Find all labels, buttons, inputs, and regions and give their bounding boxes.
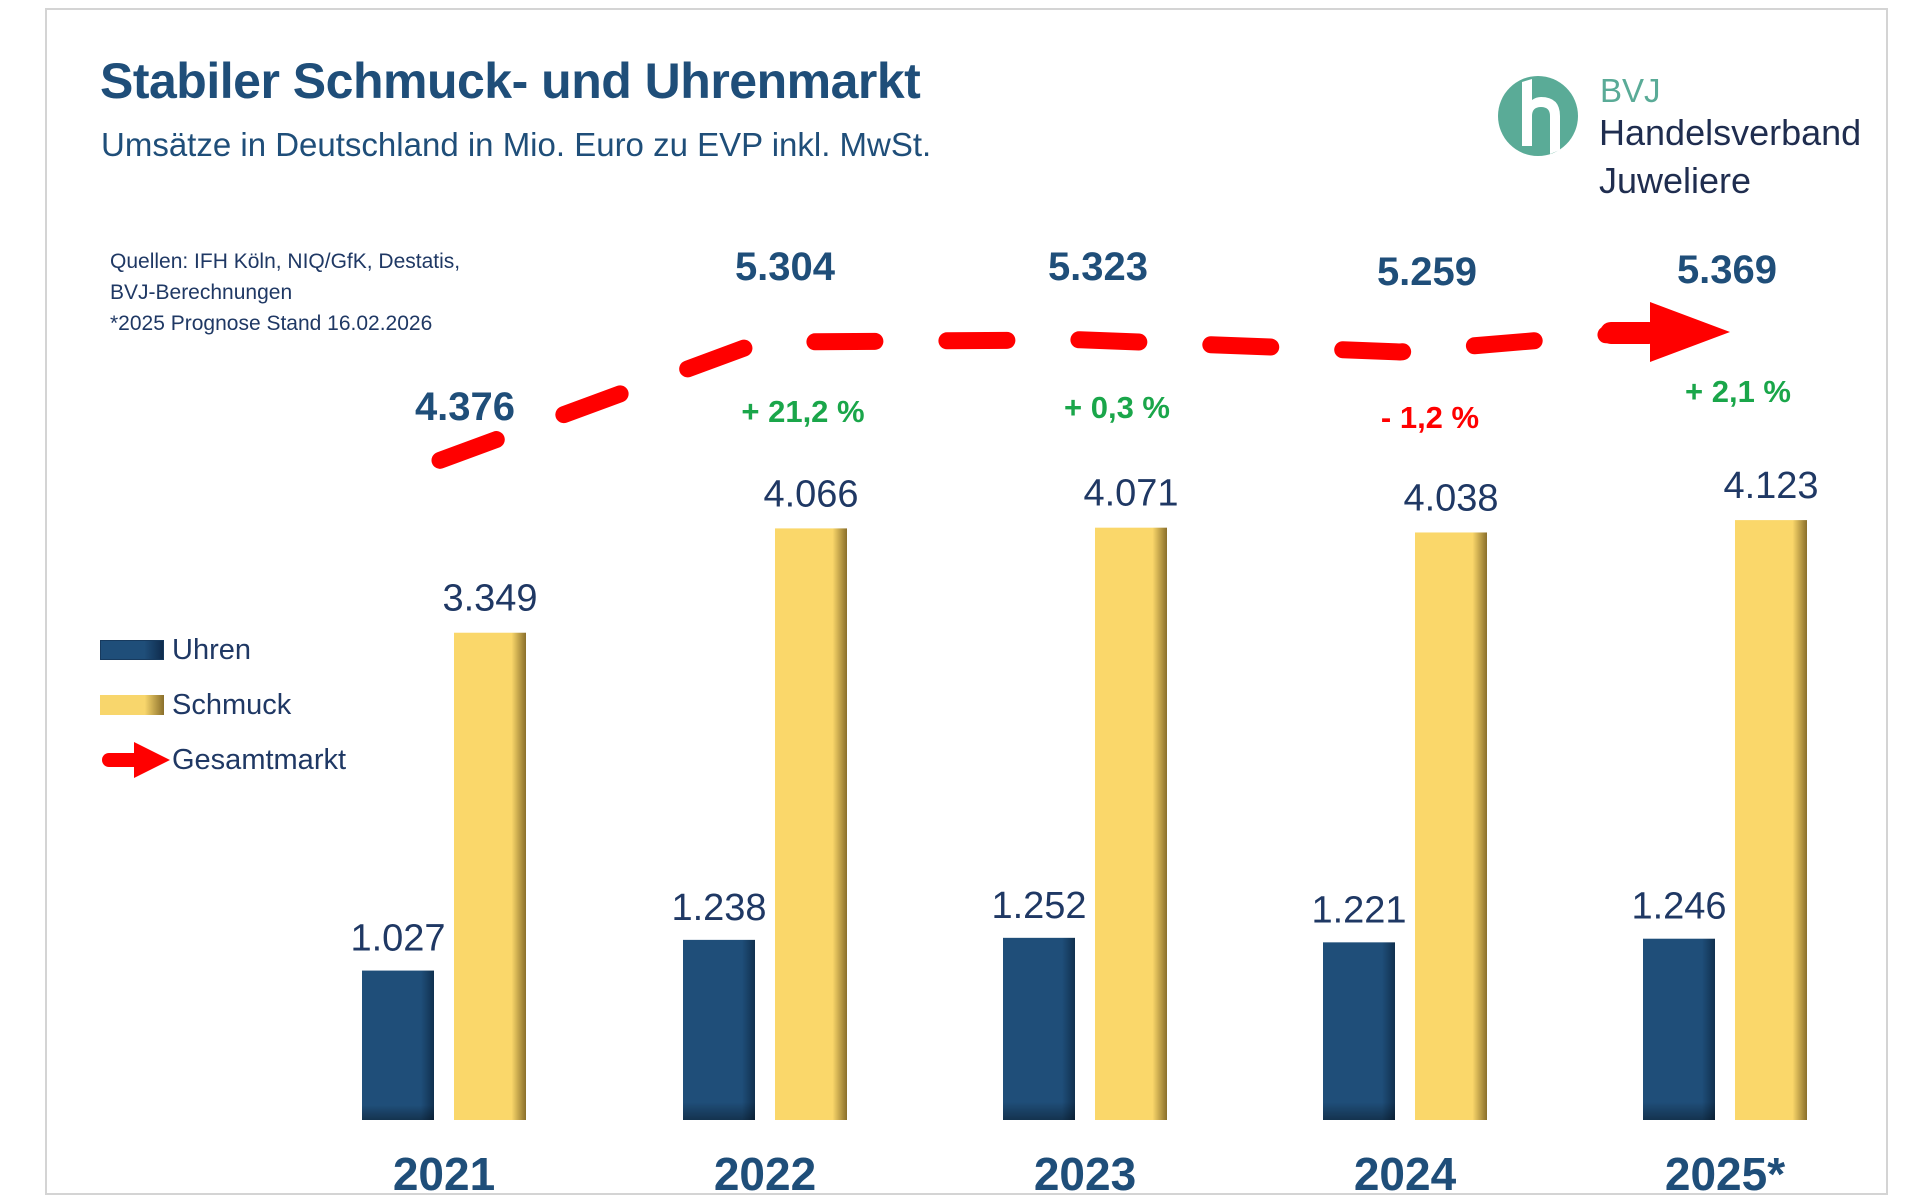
bar-schmuck <box>775 528 847 1120</box>
chart-subtitle: Umsätze in Deutschland in Mio. Euro zu E… <box>101 126 932 163</box>
total-value-label: 4.376 <box>415 385 515 429</box>
bar-swatch-uhren-icon <box>100 640 164 660</box>
legend-item-uhren: Uhren <box>100 630 251 670</box>
bar-schmuck <box>1095 527 1167 1120</box>
legend-label: Schmuck <box>172 688 292 721</box>
growth-percent-label: + 21,2 % <box>741 394 864 429</box>
data-label-schmuck: 3.349 <box>442 578 537 620</box>
x-tick-label: 2022 <box>714 1148 816 1200</box>
bar-schmuck <box>1415 532 1487 1120</box>
legend-item-schmuck: Schmuck <box>100 685 291 725</box>
bar-schmuck <box>1735 520 1807 1120</box>
legend-label: Gesamtmarkt <box>172 743 347 776</box>
data-label-schmuck: 4.123 <box>1723 465 1818 507</box>
data-label-schmuck: 4.071 <box>1083 473 1178 515</box>
x-tick-label: 2024 <box>1354 1148 1457 1200</box>
x-tick-label: 2021 <box>393 1148 495 1200</box>
chart-title: Stabiler Schmuck- und Uhrenmarkt <box>100 53 921 109</box>
x-tick-label: 2025* <box>1665 1148 1785 1200</box>
bar-schmuck <box>454 632 526 1120</box>
logo-abbr: BVJ <box>1600 72 1661 109</box>
total-arrow-head <box>1650 301 1730 362</box>
legend-label: Uhren <box>172 633 251 666</box>
total-arrow-shaft <box>1600 321 1660 344</box>
data-label-uhren: 1.221 <box>1311 889 1406 931</box>
data-label-uhren: 1.246 <box>1631 886 1726 928</box>
bar-uhren-shade <box>683 939 755 1120</box>
legend-item-gesamtmarkt: Gesamtmarkt <box>100 740 346 780</box>
growth-percent-label: + 0,3 % <box>1064 390 1170 425</box>
data-label-uhren: 1.027 <box>350 918 445 960</box>
bar-uhren-shade <box>1643 938 1715 1120</box>
total-value-label: 5.369 <box>1677 248 1777 292</box>
logo-name-line2: Juweliere <box>1599 160 1752 201</box>
bvj-logo: BVJ Handelsverband Juweliere <box>1498 68 1878 208</box>
chart-frame <box>45 8 1888 1195</box>
data-label-uhren: 1.252 <box>991 885 1086 927</box>
bar-uhren-shade <box>362 970 434 1120</box>
bar-swatch-schmuck-icon <box>100 695 164 715</box>
forecast-note: *2025 Prognose Stand 16.02.2026 <box>110 312 433 335</box>
logo-name-line1: Handelsverband <box>1599 112 1862 153</box>
sources-line: BVJ-Berechnungen <box>110 281 293 304</box>
growth-percent-label: - 1,2 % <box>1381 400 1479 435</box>
total-value-label: 5.304 <box>735 245 836 289</box>
red-arrow-icon <box>102 742 170 778</box>
sources-line: Quellen: IFH Köln, NIQ/GfK, Destatis, <box>110 250 461 273</box>
sources-note: Quellen: IFH Köln, NIQ/GfK, Destatis, BV… <box>110 246 460 339</box>
data-label-schmuck: 4.038 <box>1403 477 1498 519</box>
bvj-h-logo-icon <box>1498 76 1578 156</box>
x-tick-label: 2023 <box>1034 1148 1136 1200</box>
total-trend-line <box>431 323 1649 469</box>
total-value-label: 5.259 <box>1377 250 1477 294</box>
growth-percent-label: + 2,1 % <box>1685 374 1791 409</box>
total-value-label: 5.323 <box>1048 245 1148 289</box>
data-label-uhren: 1.238 <box>671 887 766 929</box>
bar-uhren-shade <box>1003 937 1075 1120</box>
data-label-schmuck: 4.066 <box>763 473 858 515</box>
bar-uhren-shade <box>1323 942 1395 1120</box>
